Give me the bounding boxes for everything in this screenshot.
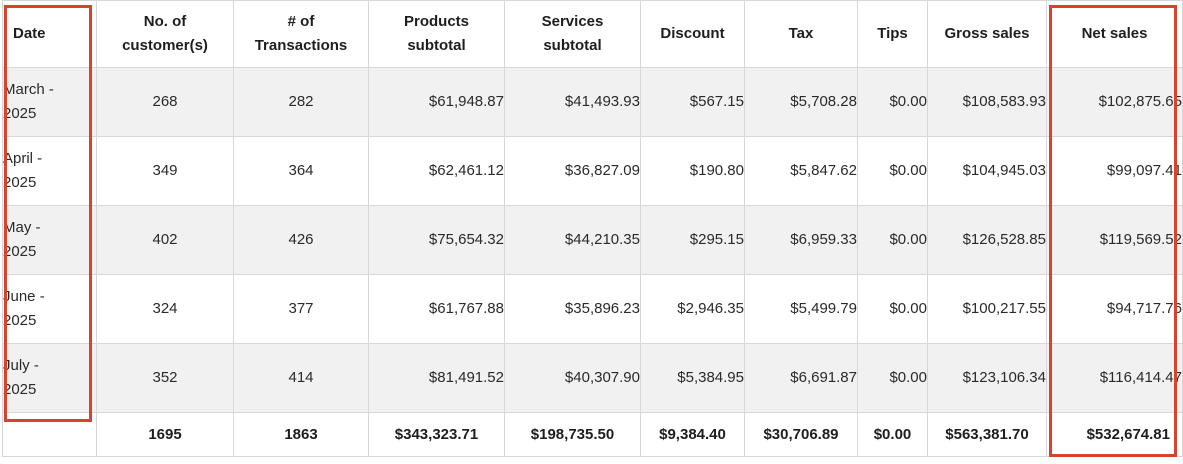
table-row: March - 2025 268 282 $61,948.87 $41,493.… bbox=[2, 67, 1183, 137]
cell-tips: $0.00 bbox=[857, 205, 928, 275]
col-header-date[interactable]: Date bbox=[2, 0, 97, 68]
header-row: Date No. of customer(s) # of Transaction… bbox=[2, 0, 1183, 68]
col-header-products-subtotal[interactable]: Products subtotal bbox=[368, 0, 505, 68]
cell-products-subtotal: $62,461.12 bbox=[368, 136, 505, 206]
cell-net-sales: $99,097.41 bbox=[1046, 136, 1183, 206]
cell-tips: $0.00 bbox=[857, 343, 928, 413]
cell-date: April - 2025 bbox=[2, 136, 97, 206]
cell-tips: $0.00 bbox=[857, 67, 928, 137]
cell-products-subtotal: $81,491.52 bbox=[368, 343, 505, 413]
col-header-services-subtotal[interactable]: Services subtotal bbox=[504, 0, 641, 68]
total-services-subtotal: $198,735.50 bbox=[504, 412, 641, 457]
cell-customers: 352 bbox=[96, 343, 234, 413]
cell-customers: 268 bbox=[96, 67, 234, 137]
cell-services-subtotal: $44,210.35 bbox=[504, 205, 641, 275]
cell-date: June - 2025 bbox=[2, 274, 97, 344]
cell-discount: $295.15 bbox=[640, 205, 745, 275]
cell-gross-sales: $123,106.34 bbox=[927, 343, 1047, 413]
cell-tax: $5,708.28 bbox=[744, 67, 858, 137]
cell-services-subtotal: $35,896.23 bbox=[504, 274, 641, 344]
total-date bbox=[2, 412, 97, 457]
cell-services-subtotal: $41,493.93 bbox=[504, 67, 641, 137]
cell-tax: $5,499.79 bbox=[744, 274, 858, 344]
cell-date: July - 2025 bbox=[2, 343, 97, 413]
col-header-transactions[interactable]: # of Transactions bbox=[233, 0, 369, 68]
col-header-gross-sales[interactable]: Gross sales bbox=[927, 0, 1047, 68]
cell-discount: $190.80 bbox=[640, 136, 745, 206]
cell-gross-sales: $100,217.55 bbox=[927, 274, 1047, 344]
cell-discount: $5,384.95 bbox=[640, 343, 745, 413]
cell-products-subtotal: $61,948.87 bbox=[368, 67, 505, 137]
cell-discount: $2,946.35 bbox=[640, 274, 745, 344]
cell-services-subtotal: $40,307.90 bbox=[504, 343, 641, 413]
cell-tax: $6,691.87 bbox=[744, 343, 858, 413]
total-customers: 1695 bbox=[96, 412, 234, 457]
total-tips: $0.00 bbox=[857, 412, 928, 457]
table-row: April - 2025 349 364 $62,461.12 $36,827.… bbox=[2, 136, 1183, 206]
cell-services-subtotal: $36,827.09 bbox=[504, 136, 641, 206]
cell-transactions: 426 bbox=[233, 205, 369, 275]
table-row: June - 2025 324 377 $61,767.88 $35,896.2… bbox=[2, 274, 1183, 344]
cell-products-subtotal: $75,654.32 bbox=[368, 205, 505, 275]
total-transactions: 1863 bbox=[233, 412, 369, 457]
col-header-tips[interactable]: Tips bbox=[857, 0, 928, 68]
cell-net-sales: $116,414.47 bbox=[1046, 343, 1183, 413]
total-tax: $30,706.89 bbox=[744, 412, 858, 457]
col-header-net-sales[interactable]: Net sales bbox=[1046, 0, 1183, 68]
col-header-customers[interactable]: No. of customer(s) bbox=[96, 0, 234, 68]
cell-products-subtotal: $61,767.88 bbox=[368, 274, 505, 344]
cell-tax: $6,959.33 bbox=[744, 205, 858, 275]
cell-tax: $5,847.62 bbox=[744, 136, 858, 206]
total-products-subtotal: $343,323.71 bbox=[368, 412, 505, 457]
col-header-discount[interactable]: Discount bbox=[640, 0, 745, 68]
cell-transactions: 414 bbox=[233, 343, 369, 413]
cell-gross-sales: $126,528.85 bbox=[927, 205, 1047, 275]
cell-transactions: 377 bbox=[233, 274, 369, 344]
cell-tips: $0.00 bbox=[857, 274, 928, 344]
cell-gross-sales: $108,583.93 bbox=[927, 67, 1047, 137]
table-row: May - 2025 402 426 $75,654.32 $44,210.35… bbox=[2, 205, 1183, 275]
total-discount: $9,384.40 bbox=[640, 412, 745, 457]
cell-discount: $567.15 bbox=[640, 67, 745, 137]
table-row: July - 2025 352 414 $81,491.52 $40,307.9… bbox=[2, 343, 1183, 413]
col-header-tax[interactable]: Tax bbox=[744, 0, 858, 68]
cell-transactions: 282 bbox=[233, 67, 369, 137]
cell-date: March - 2025 bbox=[2, 67, 97, 137]
cell-customers: 349 bbox=[96, 136, 234, 206]
cell-customers: 324 bbox=[96, 274, 234, 344]
cell-customers: 402 bbox=[96, 205, 234, 275]
cell-net-sales: $94,717.76 bbox=[1046, 274, 1183, 344]
total-net-sales: $532,674.81 bbox=[1046, 412, 1183, 457]
cell-transactions: 364 bbox=[233, 136, 369, 206]
cell-tips: $0.00 bbox=[857, 136, 928, 206]
total-gross-sales: $563,381.70 bbox=[927, 412, 1047, 457]
cell-gross-sales: $104,945.03 bbox=[927, 136, 1047, 206]
cell-net-sales: $119,569.52 bbox=[1046, 205, 1183, 275]
cell-net-sales: $102,875.65 bbox=[1046, 67, 1183, 137]
totals-row: 1695 1863 $343,323.71 $198,735.50 $9,384… bbox=[2, 412, 1183, 457]
cell-date: May - 2025 bbox=[2, 205, 97, 275]
